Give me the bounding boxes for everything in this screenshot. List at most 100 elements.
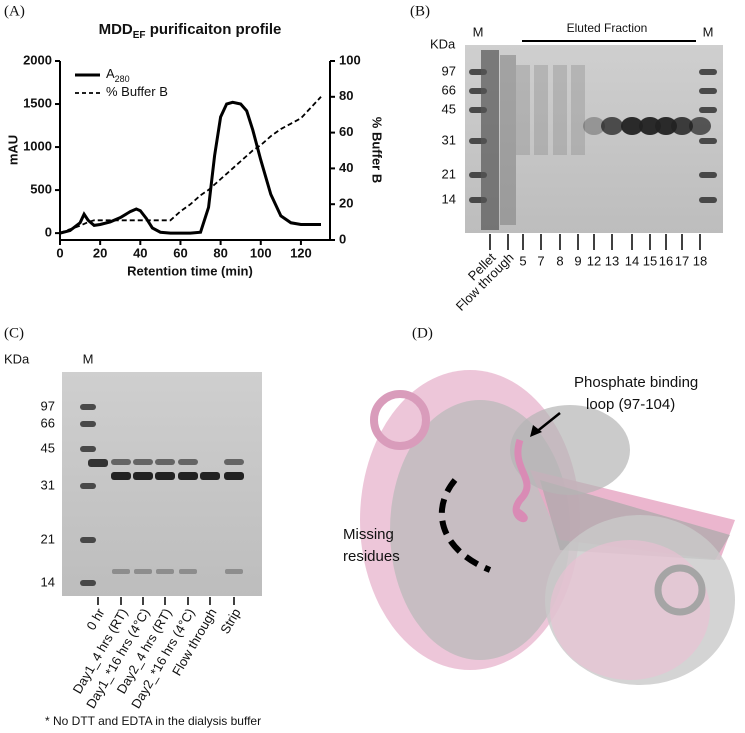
ladder-label: 21 [41,531,55,546]
ladder-label: 21 [442,166,456,181]
title-rest: purificaiton profile [146,21,282,38]
panel-label: (D) [412,325,433,341]
x-tick-label: 60 [173,245,187,260]
lane-label: 5 [519,253,526,268]
y-tick-label: 2000 [23,52,52,67]
legend-sub: 280 [115,74,130,84]
lane-label: 14 [625,253,639,268]
gel-band [178,459,198,465]
gel-band [699,138,717,144]
gel-band [111,459,131,465]
legend-name: A [106,66,115,81]
gel-band [80,421,96,427]
gel-smear [500,55,516,225]
gel-band [155,472,175,480]
ladder-label: 97 [442,63,456,78]
gel-band [225,569,243,574]
ladder-label: 45 [442,101,456,116]
lane-label: Strip [217,606,243,637]
gel-band [80,483,96,489]
x-axis-label: Retention time (min) [127,263,253,278]
panel-label: (B) [410,3,430,19]
x-tick-label: 20 [93,245,107,260]
y2-tick-label: 40 [339,160,353,175]
ladder-label: 31 [41,477,55,492]
ladder-label: 66 [41,415,55,430]
title: MDD [99,21,133,38]
y2-axis-label: % Buffer B [370,117,385,183]
gel-band [80,404,96,410]
gel-band [179,569,197,574]
gel-smear [553,65,567,155]
title-sub: EF [133,30,146,41]
y-tick-label: 500 [30,182,52,197]
y-axis-label: mAU [5,135,20,165]
loop-label: loop (97-104) [586,396,675,413]
series-line [59,96,322,234]
lane-label: 15 [643,253,657,268]
loop-label: Phosphate binding [574,374,698,391]
gel-smear [534,65,548,155]
protein-structure [360,370,735,685]
gel-band [699,107,717,113]
gel-band [111,472,131,480]
ladder-label: 66 [442,82,456,97]
y-tick-label: 0 [45,225,52,240]
lane-label: 8 [556,253,563,268]
missing-label: residues [343,548,400,565]
lane-label: 12 [587,253,601,268]
gel-band [224,459,244,465]
gel-band [88,459,108,467]
y2-tick-label: 20 [339,196,353,211]
lane-label: 16 [659,253,673,268]
gel-band [621,117,643,135]
gel-band [155,459,175,465]
y-tick-label: 1500 [23,95,52,110]
gel-band [224,472,244,480]
gel-band [200,472,220,480]
y2-tick-label: 80 [339,88,353,103]
x-tick-label: 0 [56,245,63,260]
gel-band [699,69,717,75]
gel-band [134,569,152,574]
x-tick-label: 120 [290,245,312,260]
y2-tick-label: 60 [339,124,353,139]
chart-title: MDDEF purificaiton profile [99,21,282,41]
x-tick-label: 80 [213,245,227,260]
gel-smear [516,65,530,155]
gel-band [583,117,605,135]
footnote: * No DTT and EDTA in the dialysis buffer [45,714,261,728]
gel-band [178,472,198,480]
marker-label: M [473,24,484,39]
panel-label: (A) [4,3,25,19]
gel-band [671,117,693,135]
gel-band [80,580,96,586]
gel-band [689,117,711,135]
panel-label: (C) [4,325,24,341]
legend-label: % Buffer B [106,84,168,99]
gel-band [655,117,677,135]
gel-band [639,117,661,135]
lane-label: 18 [693,253,707,268]
gel-band [112,569,130,574]
y2-tick-label: 100 [339,52,361,67]
marker-label: M [703,24,714,39]
series-line [59,100,321,235]
legend-name: % Buffer B [106,84,168,99]
eluted-header: Eluted Fraction [567,21,648,35]
lane-label: 13 [605,253,619,268]
gel-c [62,372,262,596]
lane-label: 9 [574,253,581,268]
gel-band [699,172,717,178]
gel-band [601,117,623,135]
gel-band [80,446,96,452]
gel-band [699,197,717,203]
y2-tick-label: 0 [339,231,346,246]
kda-label: KDa [430,36,456,51]
missing-label: Missing [343,526,394,543]
ladder-label: 97 [41,398,55,413]
x-tick-label: 40 [133,245,147,260]
lane-label: 7 [537,253,544,268]
lane-label: 17 [675,253,689,268]
